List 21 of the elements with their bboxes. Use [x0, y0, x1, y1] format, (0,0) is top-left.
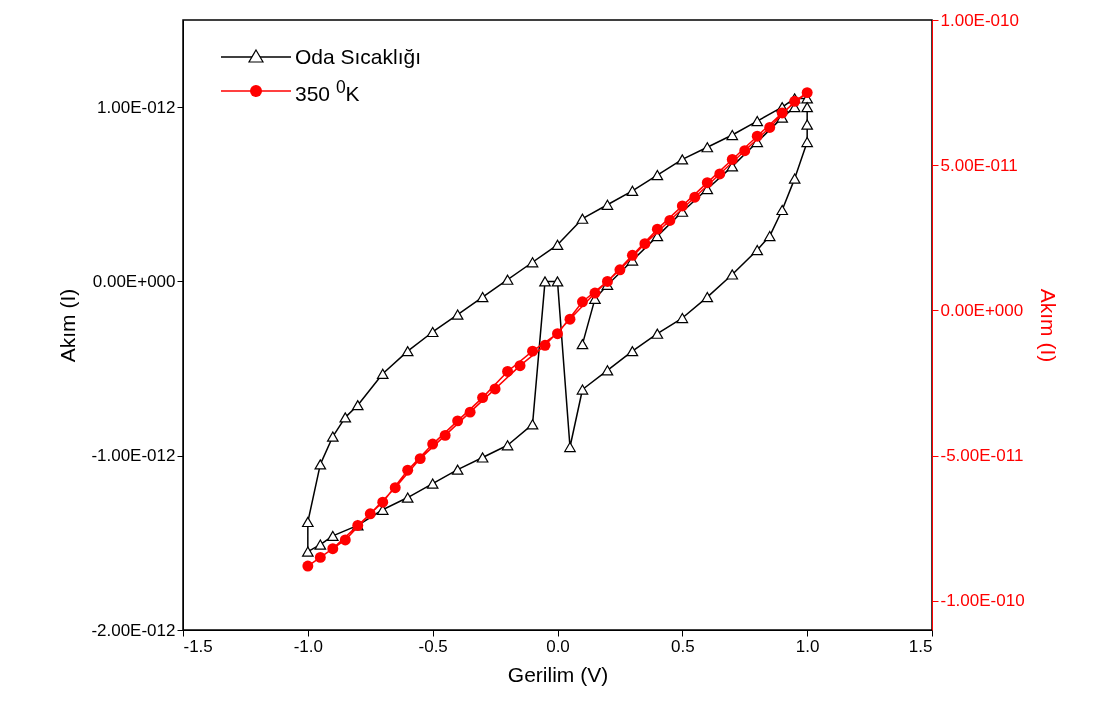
- x-tick-label: 1.0: [795, 636, 820, 656]
- y-tick-label: -1.00E-012: [91, 446, 176, 466]
- y-axis-title: Akım (I): [56, 288, 80, 363]
- x-tick-label: -1.5: [183, 636, 213, 656]
- y-tick-label: 1.00E-012: [97, 97, 176, 117]
- y2-axis-title: Akım (I): [1036, 288, 1060, 363]
- x-axis-title: Gerilim (V): [507, 662, 609, 686]
- x-tick-label: -1.0: [293, 636, 323, 656]
- x-tick-label: 0.0: [546, 636, 570, 656]
- x-tick-label: -0.5: [418, 636, 448, 656]
- y2-tick-label: -5.00E-011: [940, 446, 1024, 466]
- y2-tick-label: 1.00E-010: [940, 10, 1019, 30]
- y2-tick-label: -1.00E-010: [940, 591, 1025, 611]
- y2-tick-label: 5.00E-011: [940, 155, 1018, 175]
- y2-tick-label: 0.00E+000: [940, 300, 1024, 320]
- legend-label: Oda Sıcaklığı: [295, 44, 422, 70]
- x-tick-label: 0.5: [671, 636, 695, 656]
- y-tick-label: -2.00E-012: [91, 620, 176, 640]
- y-tick-label: 0.00E+000: [92, 271, 176, 291]
- x-tick-label: 1.5: [908, 636, 933, 656]
- legend-label: 350 $^{0}$K: [295, 76, 360, 107]
